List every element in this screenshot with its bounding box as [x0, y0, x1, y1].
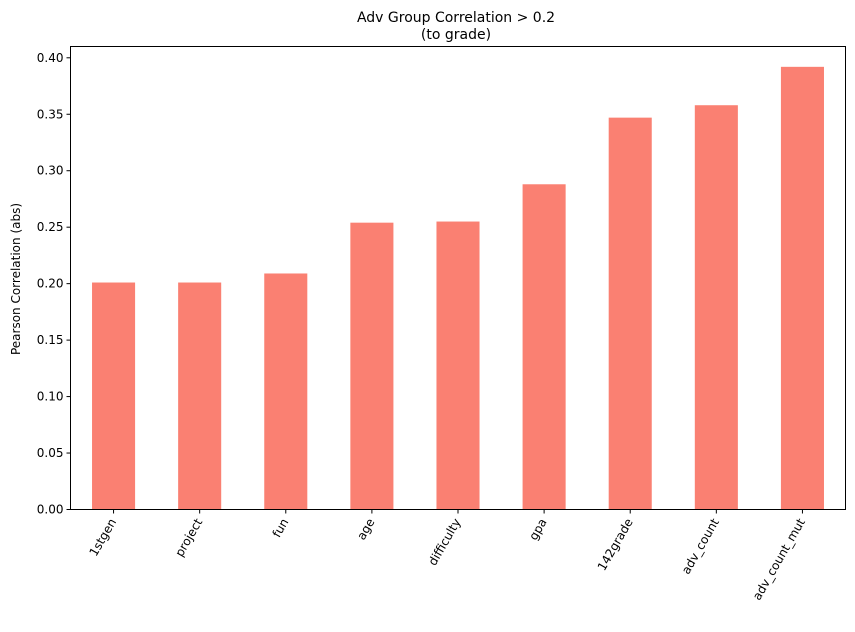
x-tick-label: difficulty — [426, 516, 464, 568]
bar-gpa — [522, 184, 566, 510]
chart-title: Adv Group Correlation > 0.2 — [357, 10, 555, 26]
bar-fun — [264, 273, 308, 510]
y-tick-label: 0.25 — [37, 220, 64, 234]
y-tick-label: 0.40 — [37, 51, 64, 65]
x-tick-label: 1stgen — [86, 516, 119, 559]
y-tick-label: 0.10 — [37, 390, 64, 404]
x-tick-label: fun — [270, 516, 292, 540]
plot-frame — [70, 46, 846, 510]
y-tick-label: 0.20 — [37, 277, 64, 291]
bar-project — [178, 282, 222, 510]
x-tick-label: adv_count — [679, 516, 722, 577]
x-axis: 1stgen project fun age difficulty gpa 142grade… — [86, 509, 808, 603]
x-tick-label: project — [172, 516, 205, 559]
bar-142grade — [608, 117, 652, 510]
bar-1stgen — [92, 282, 136, 510]
y-tick-label: 0.15 — [37, 333, 64, 347]
bars-layer — [92, 66, 824, 510]
x-tick-label: adv_count_mut — [750, 516, 808, 603]
y-axis: 0.00 0.05 0.10 0.15 0.20 0.25 0.30 0.35 0.40 — [37, 51, 71, 517]
y-tick-label: 0.00 — [37, 503, 64, 517]
bar-difficulty — [436, 221, 480, 510]
bar-age — [350, 222, 394, 510]
x-tick-label: age — [354, 516, 377, 542]
bar-adv_count — [694, 105, 738, 510]
chart-subtitle: (to grade) — [421, 27, 491, 43]
y-tick-label: 0.05 — [37, 446, 64, 460]
y-axis-label: Pearson Correlation (abs) — [9, 203, 23, 355]
bar-adv_count_mut — [780, 66, 824, 510]
y-tick-label: 0.35 — [37, 107, 64, 121]
x-tick-label: 142grade — [595, 516, 636, 573]
x-tick-label: gpa — [526, 516, 549, 543]
y-tick-label: 0.30 — [37, 164, 64, 178]
